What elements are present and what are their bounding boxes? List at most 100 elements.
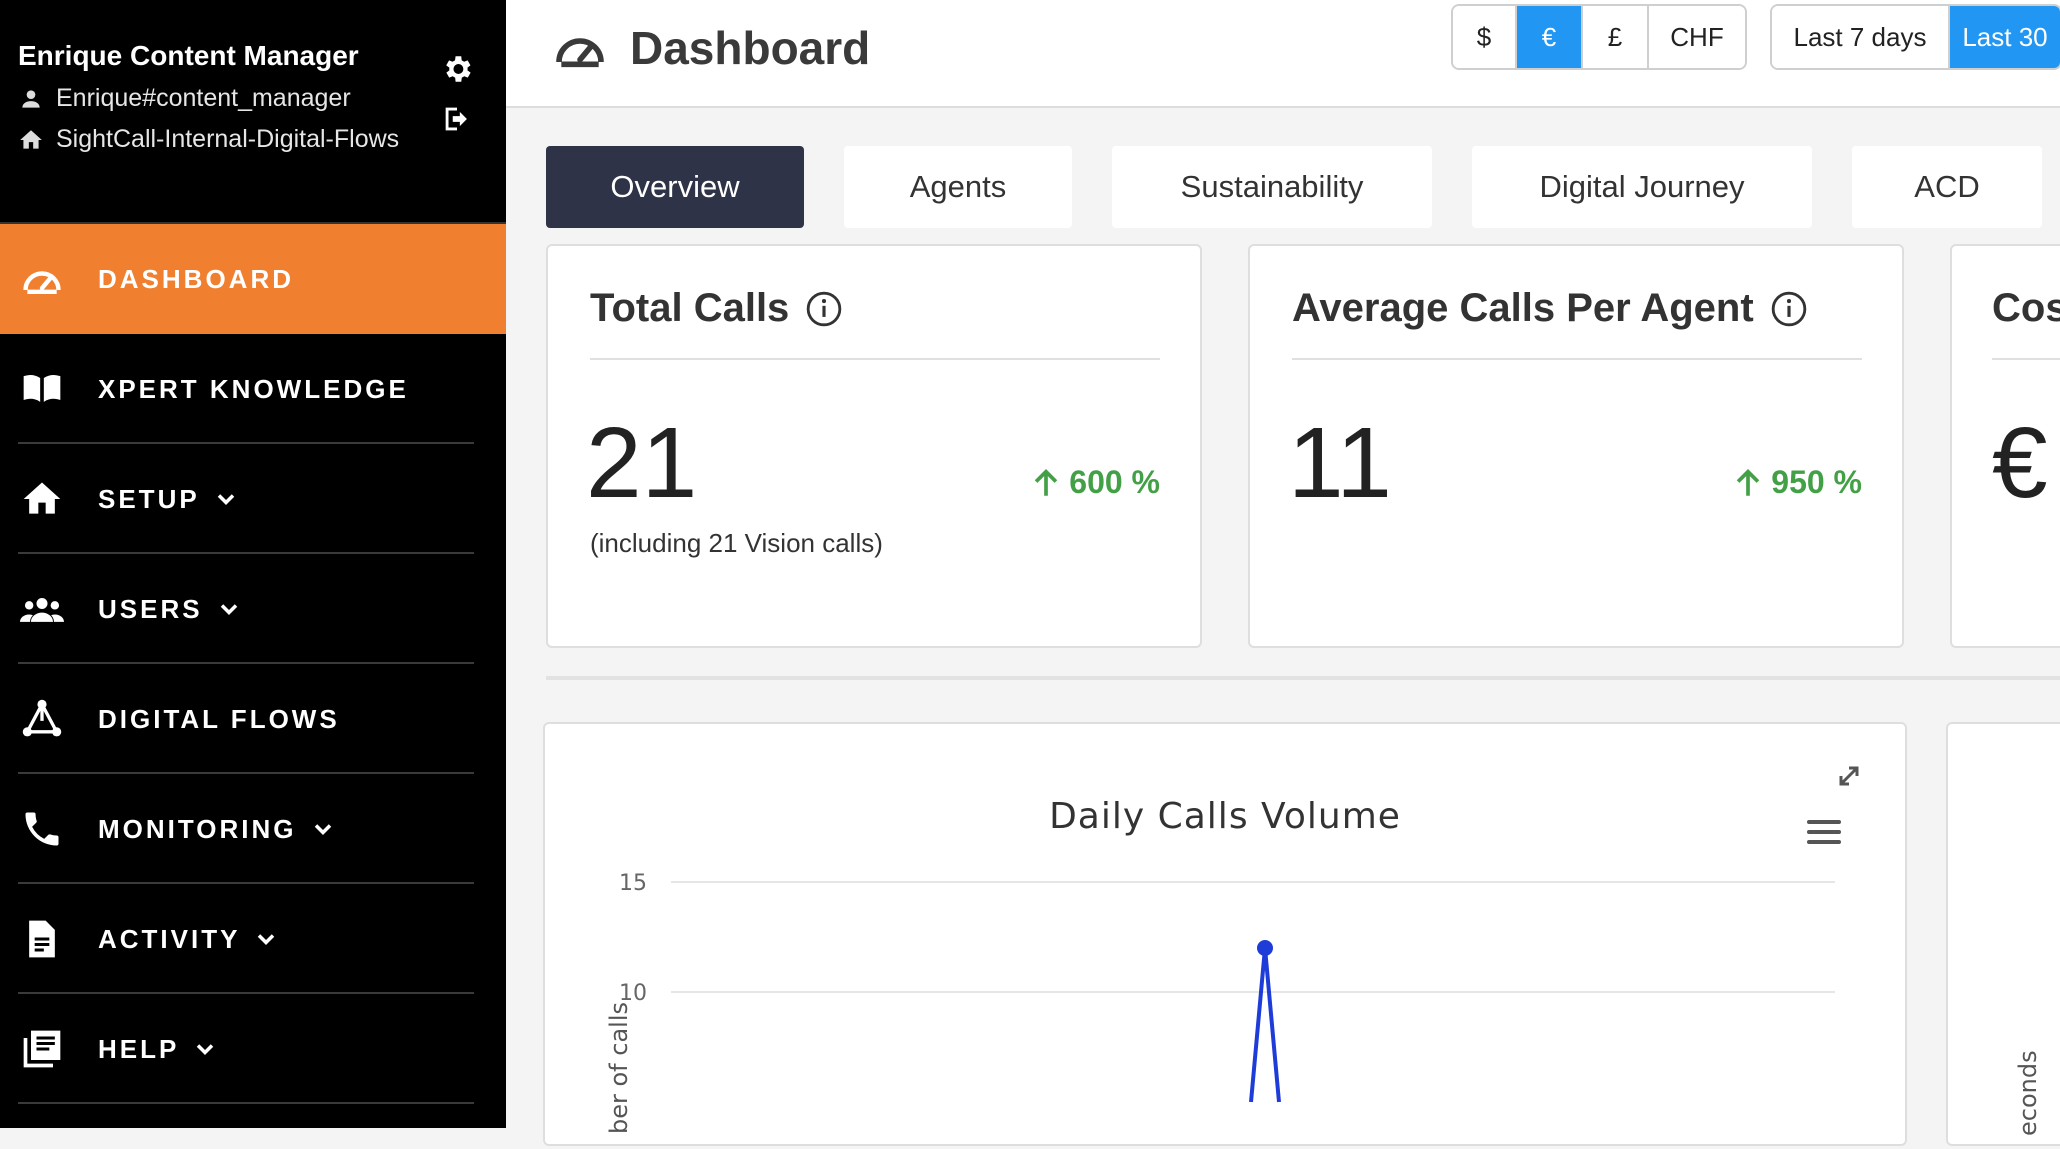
secondary-y-axis-label: econds <box>2014 1050 2042 1136</box>
nav-separator <box>18 552 474 554</box>
expand-icon[interactable] <box>1839 766 1859 786</box>
card-divider <box>1292 358 1862 360</box>
nav-setup[interactable]: SETUP <box>0 444 506 554</box>
home-icon <box>23 482 61 514</box>
range-last-7-days-button[interactable]: Last 7 days <box>1772 6 1950 68</box>
organization: SightCall-Internal-Digital-Flows <box>56 125 400 153</box>
daily-calls-chart: Daily Calls Volume ber of calls 15 10 <box>605 766 1859 1134</box>
data-point[interactable] <box>1257 940 1273 956</box>
y-tick-label: 10 <box>619 981 647 1006</box>
range-last-30-button[interactable]: Last 30 <box>1950 6 2060 68</box>
currency-chf-button[interactable]: CHF <box>1649 6 1745 68</box>
chart-title: Daily Calls Volume <box>1049 796 1401 837</box>
phone-icon <box>25 812 59 846</box>
chart-menu-icon[interactable] <box>1807 820 1841 844</box>
flow-network-icon <box>22 699 62 737</box>
nav-monitoring[interactable]: MONITORING <box>0 774 506 884</box>
nav-users[interactable]: USERS <box>0 554 506 664</box>
info-icon[interactable] <box>805 290 843 328</box>
cost-value: € <box>1992 407 2048 519</box>
card-title: Average Calls Per Agent <box>1292 286 1808 331</box>
nav-separator <box>18 882 474 884</box>
tab-overview[interactable]: Overview <box>546 146 804 228</box>
speedometer-icon <box>556 38 604 68</box>
document-icon <box>29 920 55 958</box>
card-title: Total Calls <box>590 286 843 331</box>
nav-dashboard[interactable]: DASHBOARD <box>0 224 506 334</box>
average-calls-card: Average Calls Per Agent 11 950 % <box>1248 244 1904 648</box>
users-group-icon <box>20 598 64 622</box>
nav-help[interactable]: HELP <box>0 994 506 1104</box>
nav-separator <box>18 442 474 444</box>
total-calls-delta: 600 % <box>1029 464 1160 501</box>
nav-dashboard-label: DASHBOARD <box>98 263 294 294</box>
nav-setup-label: SETUP <box>98 483 200 514</box>
average-calls-title: Average Calls Per Agent <box>1292 286 1754 330</box>
card-divider <box>590 358 1160 360</box>
tab-digital-journey[interactable]: Digital Journey <box>1472 146 1812 228</box>
arrow-up-icon <box>1035 468 1058 496</box>
nav-monitoring-label: MONITORING <box>98 813 297 844</box>
series-line <box>1249 947 1281 1103</box>
daily-calls-chart-card: Daily Calls Volume ber of calls 15 10 <box>543 722 1907 1146</box>
total-calls-title: Total Calls <box>590 286 790 330</box>
total-calls-delta-value: 600 % <box>1069 464 1160 500</box>
nav-separator <box>18 992 474 994</box>
nav-xpert-knowledge[interactable]: XPERT KNOWLEDGE <box>0 334 506 444</box>
user-name: Enrique Content Manager <box>18 40 359 71</box>
tab-acd[interactable]: ACD <box>1852 146 2042 228</box>
nav-digital-flows-label: DIGITAL FLOWS <box>98 703 340 734</box>
currency-eur-button[interactable]: € <box>1517 6 1583 68</box>
secondary-chart: econds <box>2014 1050 2042 1136</box>
tab-agents[interactable]: Agents <box>844 146 1072 228</box>
date-range-selector: Last 7 days Last 30 <box>1770 4 2060 70</box>
sidebar: Enrique Content Manager Enrique#content_… <box>0 0 506 1128</box>
total-calls-subtitle: (including 21 Vision calls) <box>590 528 883 558</box>
secondary-chart-card: econds <box>1946 722 2060 1146</box>
user-profile: Enrique Content Manager Enrique#content_… <box>18 40 399 166</box>
username: Enrique#content_manager <box>56 84 351 112</box>
chevron-down-icon <box>314 824 331 835</box>
section-divider <box>546 676 2060 680</box>
currency-gbp-button[interactable]: £ <box>1583 6 1649 68</box>
y-axis-label: ber of calls <box>605 1002 633 1134</box>
home-icon <box>20 129 42 149</box>
currency-usd-button[interactable]: $ <box>1453 6 1517 68</box>
sidebar-divider <box>0 222 506 224</box>
y-tick-label: 15 <box>619 871 647 896</box>
logout-icon[interactable] <box>440 102 474 136</box>
nav-separator <box>18 1102 474 1104</box>
average-calls-value: 11 <box>1288 407 1392 519</box>
nav-separator <box>18 662 474 664</box>
nav-users-label: USERS <box>98 593 203 624</box>
info-icon[interactable] <box>1770 290 1808 328</box>
tab-sustainability[interactable]: Sustainability <box>1112 146 1432 228</box>
book-icon <box>23 374 61 402</box>
chevron-down-icon <box>258 934 275 945</box>
card-divider <box>1992 358 2060 360</box>
person-icon <box>22 89 40 108</box>
nav-digital-flows[interactable]: DIGITAL FLOWS <box>0 664 506 774</box>
total-calls-value: 21 <box>586 407 698 519</box>
organization-row: SightCall-Internal-Digital-Flows <box>18 125 399 154</box>
nav-separator <box>18 772 474 774</box>
speedometer-icon <box>23 271 61 295</box>
cost-card: Cos € <box>1950 244 2060 648</box>
nav-help-label: HELP <box>98 1033 180 1064</box>
average-calls-delta-value: 950 % <box>1771 464 1862 500</box>
chevron-down-icon <box>197 1044 214 1055</box>
nav-activity-label: ACTIVITY <box>98 923 241 954</box>
sidebar-nav: DASHBOARD XPERT KNOWLEDGE SETUP USERS DI… <box>0 224 506 1104</box>
username-row: Enrique#content_manager <box>18 84 399 113</box>
currency-selector: $ € £ CHF <box>1451 4 1747 70</box>
nav-xpert-knowledge-label: XPERT KNOWLEDGE <box>98 373 409 404</box>
gear-icon[interactable] <box>440 52 474 86</box>
average-calls-delta: 950 % <box>1731 464 1862 501</box>
cost-title: Cos <box>1992 286 2060 330</box>
nav-activity[interactable]: ACTIVITY <box>0 884 506 994</box>
page-title: Dashboard <box>552 20 870 76</box>
page-title-text: Dashboard <box>630 22 871 74</box>
chevron-down-icon <box>217 494 234 505</box>
arrow-up-icon <box>1737 468 1760 496</box>
top-header: Dashboard $ € £ CHF Last 7 days Last 30 <box>506 0 2060 108</box>
